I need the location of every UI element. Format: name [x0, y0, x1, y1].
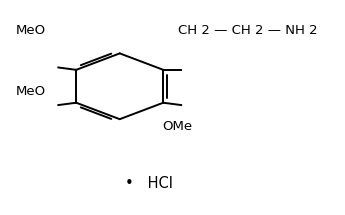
Text: OMe: OMe [162, 120, 192, 133]
Text: MeO: MeO [16, 85, 46, 98]
Text: •   HCl: • HCl [125, 176, 172, 191]
Text: MeO: MeO [16, 23, 46, 37]
Text: CH 2 — CH 2 — NH 2: CH 2 — CH 2 — NH 2 [178, 23, 318, 37]
